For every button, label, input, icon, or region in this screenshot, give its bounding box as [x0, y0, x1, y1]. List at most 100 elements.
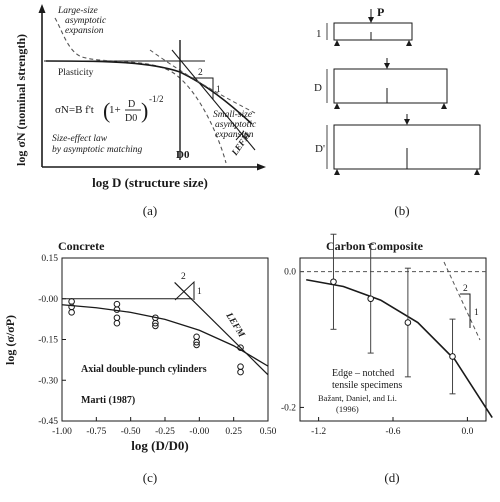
panel-c-data-point: [113, 300, 121, 308]
panel-c-slope-1: 1: [197, 287, 202, 297]
beam-small-support-left: [334, 40, 340, 46]
panel-c-data-point: [237, 363, 244, 370]
panel-c-plot-area: [61, 282, 269, 376]
panel-c-data-point: [152, 319, 159, 327]
beam-large-label: D': [315, 143, 325, 155]
beam-large-load-head: [404, 119, 410, 125]
panel-d: Carbon Composite 0.0 -0.2 -1.2 -0.6 0.0 2 1…: [281, 233, 493, 485]
panel-d-annotation-1: Edge – notched: [332, 368, 394, 379]
small-size-label-2: asymptotic: [215, 120, 257, 130]
beam-small-load-head: [368, 17, 374, 23]
panel-c-annotation: Axial double-punch cylinders: [81, 364, 207, 375]
panel-d-data-point: [404, 319, 412, 326]
panel-a-slope-2: 2: [198, 68, 203, 78]
beam-medium-label: D: [314, 82, 322, 94]
lefm-label-c: LEFM: [223, 310, 247, 339]
formula-paren-close: ): [141, 98, 148, 123]
panel-c-y-tick-label: -0.30: [38, 376, 58, 386]
panel-b-label: (b): [394, 203, 409, 218]
panel-c-x-tick-label: -0.50: [121, 427, 141, 437]
small-size-label-1: Small-size: [213, 110, 252, 120]
panel-c-data-point: [113, 319, 121, 327]
beam-small-support-right: [406, 40, 412, 46]
panel-d-x-tick-label: 0.0: [461, 427, 473, 437]
panel-c-y-tick-label: -0.15: [38, 336, 58, 346]
panel-d-plot-area: [300, 233, 493, 419]
panel-c-ylabel: log (σ/σP): [3, 315, 17, 365]
panel-a-slope-triangle: [190, 77, 214, 99]
large-size-label-3: expansion: [65, 26, 104, 36]
panel-c-data-point: [68, 298, 75, 305]
panel-c-xlabel: log (D/D0): [131, 438, 188, 453]
panel-d-slope-1: 1: [474, 308, 479, 318]
panel-d-label: (d): [384, 470, 399, 485]
formula-denominator: D0: [125, 113, 137, 124]
formula-exponent: -1/2: [149, 94, 164, 104]
beam-small: [333, 22, 413, 41]
panel-d-data-point: [449, 353, 456, 360]
panel-c: Concrete 0.15 -0.00 -0.15 -0.30 -0.45 -1.00 -…: [3, 239, 277, 485]
panel-c-citation: Marti (1987): [81, 395, 135, 406]
panel-d-x-tick-label: -1.2: [311, 427, 326, 437]
panel-b: P 1 D D' (b): [314, 5, 481, 218]
panel-c-data-point: [152, 322, 159, 330]
panel-c-x-tick-label: -0.00: [189, 427, 209, 437]
beam-large-support-right: [474, 169, 480, 175]
panel-a-x-arrowhead: [257, 163, 266, 171]
panel-c-x-tick-label: -1.00: [52, 427, 72, 437]
small-size-asymptote: [149, 49, 256, 114]
panel-d-citation-1: Bažant, Daniel, and Li.: [318, 393, 397, 403]
panel-d-data-point: [367, 295, 374, 303]
beam-small-label: 1: [316, 28, 322, 40]
panel-c-x-tick-label: -0.75: [86, 427, 106, 437]
panel-c-x-ticks: -1.00 -0.75 -0.50 -0.25 -0.00 0.25 0.50: [52, 417, 277, 437]
panel-c-fit-curve: [61, 304, 269, 367]
panel-c-title: Concrete: [58, 239, 105, 253]
formula-numerator: D: [128, 99, 135, 110]
small-size-label-3: expansion: [215, 130, 254, 140]
beam-large-support-left: [334, 169, 340, 175]
law-label-1: Size-effect law: [52, 133, 108, 144]
lefm-line-a: [171, 49, 256, 151]
panel-d-fit-curve: [306, 278, 493, 419]
panel-c-x-tick-label: 0.25: [225, 427, 242, 437]
panel-c-data-point: [193, 341, 200, 349]
plasticity-label: Plasticity: [58, 68, 94, 78]
d0-label: D0: [176, 149, 190, 161]
size-effect-formula: σN=B f't ( 1+ D D0 ) -1/2: [55, 94, 164, 124]
panel-d-data-point: [330, 278, 337, 286]
panel-d-y-ticks: 0.0 -0.2: [281, 268, 304, 413]
panel-c-lefm-line: [174, 282, 269, 376]
panel-a-slope-1: 1: [216, 85, 221, 95]
panel-c-slope-2: 2: [181, 272, 186, 282]
beam-medium-support-right: [441, 103, 447, 109]
panel-c-data-point: [237, 368, 244, 376]
panel-c-y-tick-label: -0.00: [38, 295, 58, 305]
load-label: P: [377, 5, 384, 19]
panel-c-data-point: [193, 333, 200, 341]
panel-d-slope-triangle: [460, 293, 471, 328]
beam-medium-support-left: [334, 103, 340, 109]
panel-d-lefm-line: [443, 261, 481, 341]
panel-d-citation-2: (1996): [336, 404, 359, 414]
panel-c-y-tick-label: 0.15: [41, 254, 58, 264]
panel-d-x-tick-label: -0.6: [385, 427, 400, 437]
panel-c-label: (c): [143, 470, 157, 485]
panel-d-y-tick-label: -0.2: [281, 403, 296, 413]
large-size-asymptote: [54, 17, 227, 164]
panel-c-slope-triangle: [174, 280, 195, 301]
large-size-label-2: asymptotic: [65, 16, 107, 26]
formula-lhs: σN=B f't: [55, 104, 94, 116]
panel-c-data-point: [237, 344, 244, 351]
panel-a: log σN (nominal strength) log D (structu…: [14, 4, 266, 218]
panel-c-y-tick-label: -0.45: [38, 417, 58, 427]
small-size-arrow: [235, 130, 245, 141]
formula-paren-open: (: [103, 98, 110, 123]
large-size-label-1: Large-size: [57, 6, 98, 16]
panel-d-x-ticks: -1.2 -0.6 0.0: [311, 417, 474, 437]
panel-c-data-point: [113, 314, 121, 322]
panel-a-y-arrowhead: [38, 4, 46, 13]
panel-c-data-point: [68, 309, 75, 316]
panel-a-ylabel: log σN (nominal strength): [14, 34, 28, 166]
